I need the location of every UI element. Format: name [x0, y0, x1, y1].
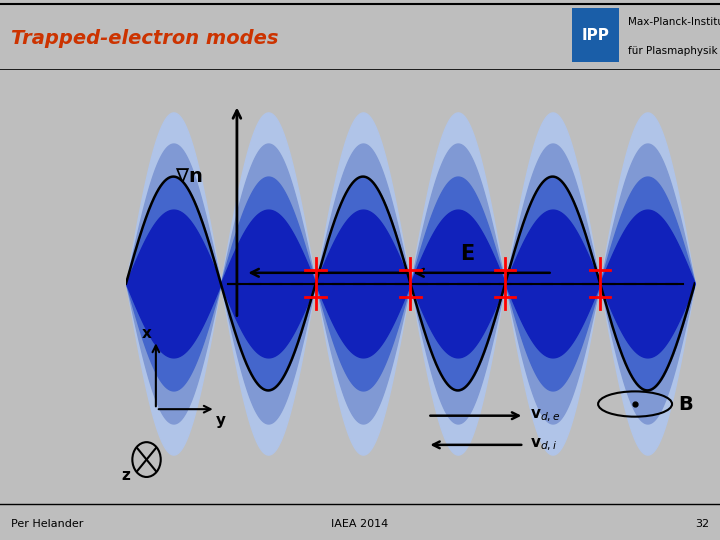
- Text: y: y: [216, 413, 226, 428]
- Text: z: z: [122, 468, 130, 483]
- Text: 32: 32: [695, 519, 709, 529]
- Bar: [572, 9, 619, 62]
- Text: $\mathbf{B}$: $\mathbf{B}$: [678, 395, 693, 414]
- Text: Max-Planck-Institut: Max-Planck-Institut: [628, 17, 720, 28]
- Text: IPP: IPP: [582, 28, 610, 43]
- Text: für Plasmaphysik: für Plasmaphysik: [628, 45, 717, 56]
- Text: Trapped-electron modes: Trapped-electron modes: [11, 29, 279, 48]
- Text: $\nabla\mathbf{n}$: $\nabla\mathbf{n}$: [175, 167, 202, 186]
- Text: IAEA 2014: IAEA 2014: [331, 519, 389, 529]
- Text: E: E: [460, 244, 474, 265]
- Text: x: x: [142, 326, 151, 341]
- Text: $\mathbf{v}_{d,i}$: $\mathbf{v}_{d,i}$: [530, 437, 557, 453]
- Text: $\mathbf{v}_{d,e}$: $\mathbf{v}_{d,e}$: [530, 408, 560, 424]
- Text: Per Helander: Per Helander: [11, 519, 84, 529]
